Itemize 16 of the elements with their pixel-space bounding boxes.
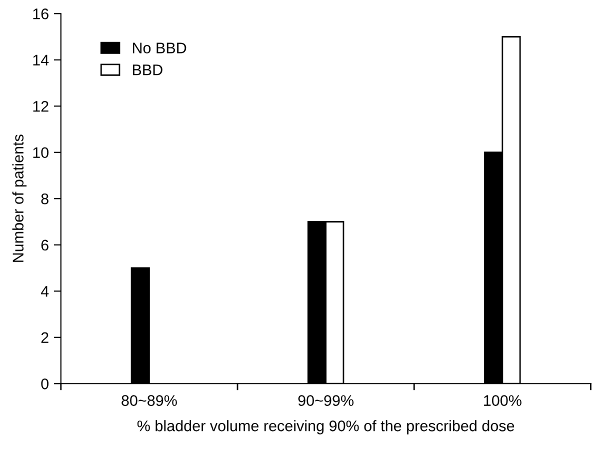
legend-label: No BBD [132, 42, 186, 54]
y-tick-label: 14 [33, 54, 49, 66]
y-tick-label: 2 [41, 332, 48, 343]
y-tick-label: 0 [41, 378, 48, 390]
y-tick-label: 6 [41, 240, 48, 251]
x-axis-title: % bladder volume receiving 90% of the prescribed dose [137, 420, 514, 434]
y-tick-label: 8 [41, 193, 48, 204]
x-tick-label: 100% [484, 395, 522, 406]
x-tick-label: 90~99% [298, 395, 354, 406]
y-axis-title: Number of patients [12, 134, 27, 262]
y-tick-label: 12 [33, 100, 48, 112]
legend-label: BBD [132, 64, 162, 76]
y-tick-label: 16 [33, 8, 48, 20]
x-tick-label: 80~89% [122, 395, 177, 406]
y-tick-label: 4 [40, 286, 49, 297]
y-tick-label: 10 [33, 147, 48, 158]
